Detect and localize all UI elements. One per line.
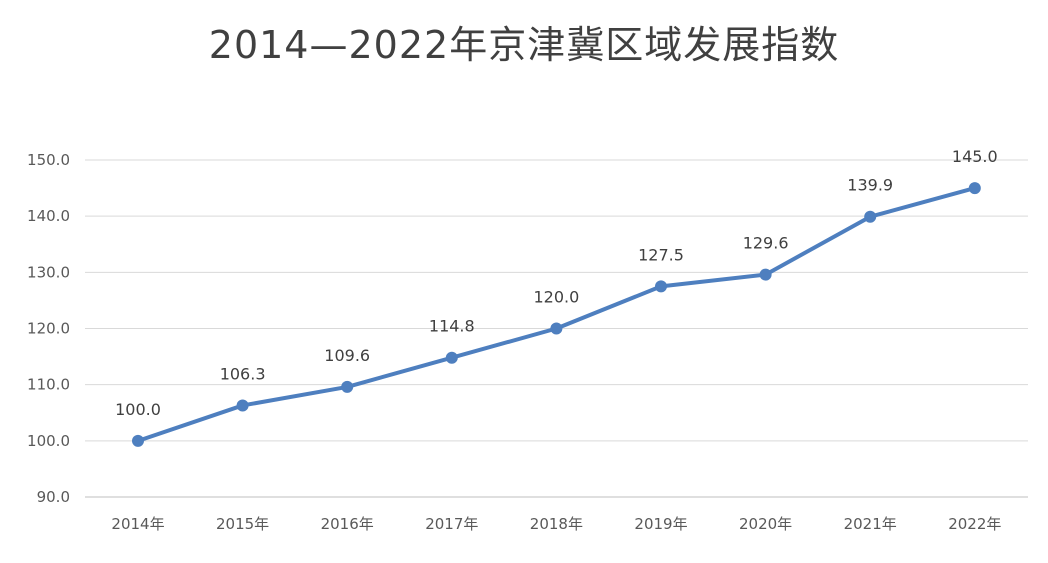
x-tick-labels: 2014年 2015年 2016年 2017年 2018年 2019年 2020年 2021年…	[111, 515, 1001, 533]
data-point	[864, 210, 877, 223]
data-label: 100.0	[115, 400, 161, 419]
x-tick-label: 2015年	[216, 515, 269, 533]
series-layer	[132, 182, 981, 447]
data-point	[132, 434, 144, 447]
y-tick-label: 90.0	[37, 488, 70, 506]
data-label: 129.6	[743, 234, 789, 253]
data-label: 114.8	[429, 317, 475, 336]
data-point	[655, 280, 667, 293]
x-tick-label: 2020年	[739, 515, 792, 533]
x-tick-label: 2021年	[844, 515, 897, 533]
y-tick-labels: 90.0 100.0 110.0 120.0 130.0 140.0 150.0	[27, 151, 70, 506]
x-tick-label: 2016年	[321, 515, 374, 533]
x-tick-label: 2019年	[634, 515, 687, 533]
series-line	[136, 186, 977, 443]
data-label: 145.0	[952, 147, 998, 166]
data-label: 106.3	[220, 364, 266, 383]
x-tick-label: 2014年	[111, 515, 164, 533]
data-point	[759, 268, 772, 281]
y-tick-label: 120.0	[27, 320, 70, 338]
data-point	[341, 380, 354, 393]
x-tick-label: 2018年	[530, 515, 583, 533]
data-point	[968, 182, 981, 195]
y-tick-label: 130.0	[27, 263, 70, 281]
y-tick-label: 110.0	[27, 376, 70, 394]
data-point	[550, 322, 563, 335]
data-point	[445, 351, 458, 364]
x-tick-label: 2017年	[425, 515, 478, 533]
data-label: 139.9	[847, 176, 893, 195]
y-tick-label: 140.0	[27, 207, 70, 225]
chart-title: 2014—2022年京津冀区域发展指数	[208, 23, 840, 67]
x-tick-label: 2022年	[948, 515, 1001, 533]
data-label: 120.0	[533, 288, 579, 307]
y-tick-label: 150.0	[27, 151, 70, 169]
data-label: 127.5	[638, 245, 684, 264]
data-label: 109.6	[324, 346, 370, 365]
y-tick-label: 100.0	[27, 432, 70, 450]
data-point	[236, 399, 249, 412]
data-labels: 100.0 106.3 109.6 114.8 120.0 127.5 129.6 139.9…	[115, 147, 998, 419]
